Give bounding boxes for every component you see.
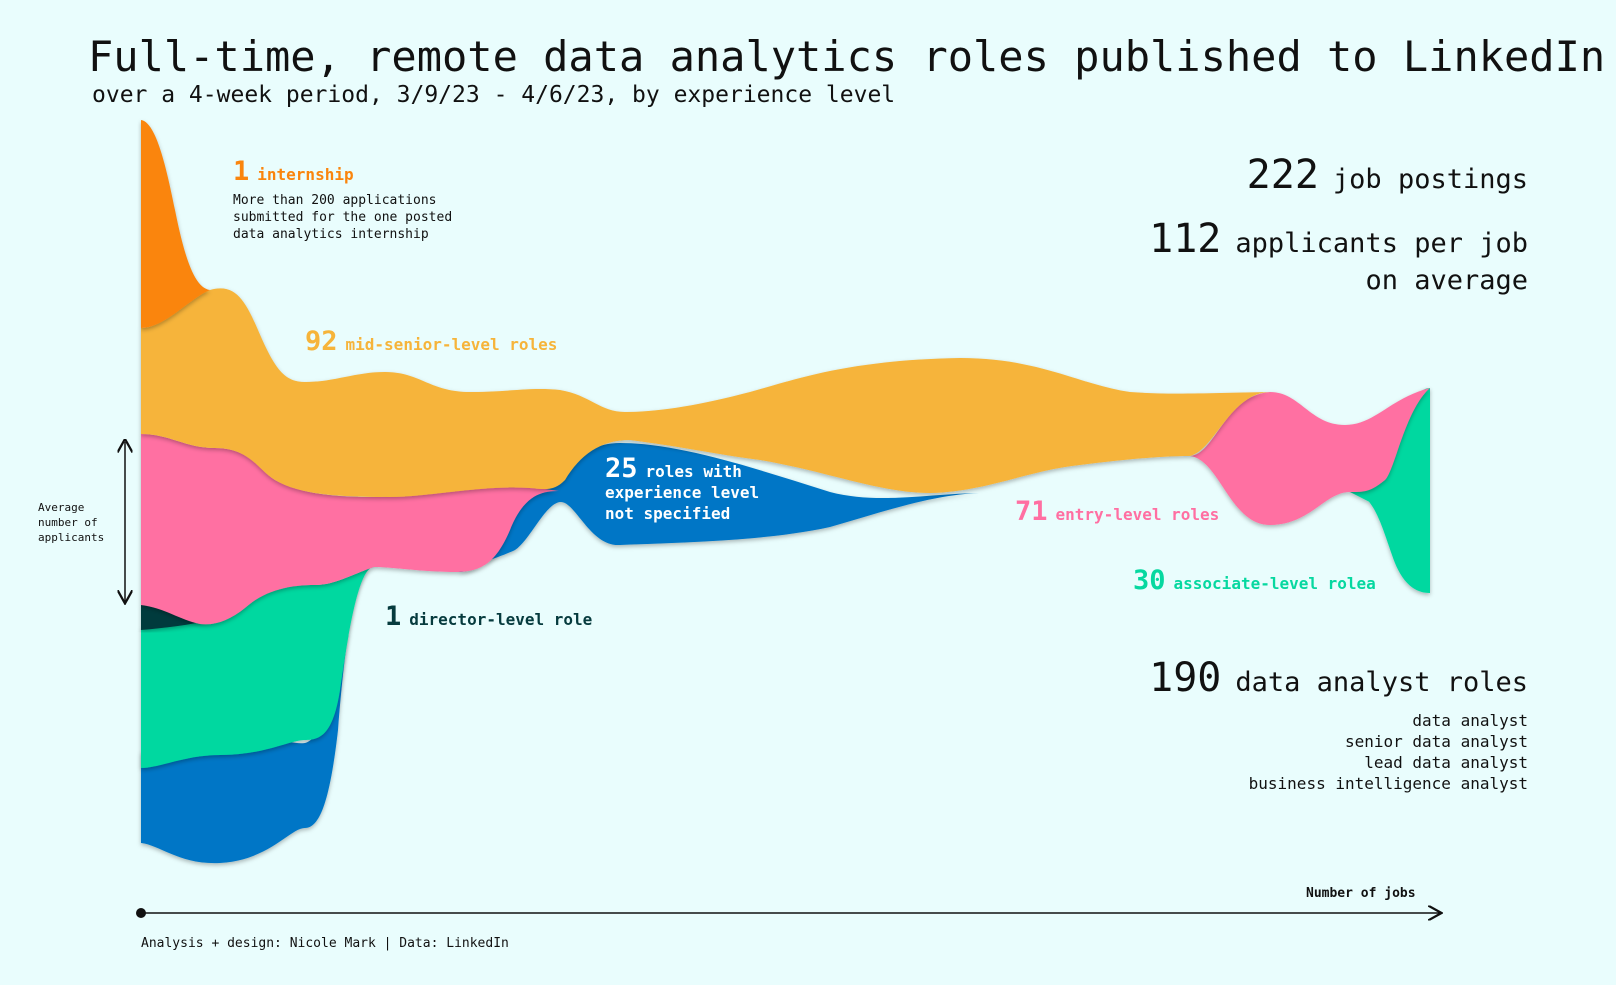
analyst-role-item: senior data analyst	[1344, 732, 1528, 751]
label-internship-text: internship	[257, 165, 354, 184]
stream-not-specified	[141, 443, 985, 864]
analyst-role-item: lead data analyst	[1364, 753, 1528, 772]
label-not-specified-text3: not specified	[605, 504, 731, 523]
analyst-role-item: business intelligence analyst	[1248, 774, 1528, 793]
label-associate: 30 associate-level rolea	[1133, 565, 1376, 596]
stream-entry	[141, 388, 1430, 625]
y-axis-label: Average number of applicants	[38, 501, 105, 544]
stat-applicants: 112 applicants per job on average	[1149, 219, 1528, 301]
label-entry-num: 71	[1015, 496, 1048, 527]
stream-associate	[141, 388, 1430, 768]
chart-subtitle: over a 4-week period, 3/9/23 - 4/6/23, b…	[92, 82, 896, 108]
label-director-text: director-level role	[409, 610, 593, 629]
credit-line: Analysis + design: Nicole Mark | Data: L…	[141, 936, 509, 951]
stat-analyst-text: data analyst roles	[1235, 667, 1528, 698]
x-axis-label: Number of jobs	[1306, 886, 1416, 901]
stat-analyst: 190 data analyst roles	[1149, 655, 1528, 701]
label-mid-senior: 92 mid-senior-level roles	[305, 326, 557, 357]
label-mid-senior-num: 92	[305, 326, 338, 357]
label-entry: 71 entry-level roles	[1015, 496, 1219, 527]
label-not-specified-num: 25	[605, 453, 638, 484]
label-associate-num: 30	[1133, 565, 1166, 596]
stat-postings-text: job postings	[1332, 164, 1528, 195]
internship-note: More than 200 applications submitted for…	[233, 193, 453, 242]
label-not-specified-text: roles with	[645, 462, 742, 481]
label-entry-text: entry-level roles	[1055, 505, 1220, 524]
label-mid-senior-text: mid-senior-level roles	[345, 335, 558, 354]
stat-postings: 222 job postings	[1247, 152, 1528, 198]
stat-applicants-text: applicants per job	[1235, 228, 1528, 259]
label-not-specified: 25 roles with experience level not specif…	[605, 455, 760, 524]
label-internship-num: 1	[233, 156, 250, 187]
stat-analyst-num: 190	[1149, 655, 1222, 701]
analyst-role-list: data analyst senior data analyst lead da…	[1249, 710, 1528, 794]
stat-applicants-text2: on average	[1365, 265, 1528, 296]
x-axis-origin-dot	[136, 908, 146, 918]
stat-applicants-num: 112	[1149, 216, 1222, 262]
label-associate-text: associate-level rolea	[1173, 574, 1376, 593]
stream-director	[141, 605, 210, 630]
label-director: 1 director-level role	[385, 601, 592, 632]
chart-title: Full-time, remote data analytics roles p…	[88, 32, 1606, 81]
stream-internship	[141, 120, 210, 328]
label-not-specified-text2: experience level	[605, 483, 760, 502]
stream-mid-senior	[141, 288, 1270, 497]
stat-postings-num: 222	[1246, 152, 1319, 198]
label-internship: 1 internship	[233, 156, 354, 187]
label-director-num: 1	[385, 601, 402, 632]
analyst-role-item: data analyst	[1412, 711, 1528, 730]
